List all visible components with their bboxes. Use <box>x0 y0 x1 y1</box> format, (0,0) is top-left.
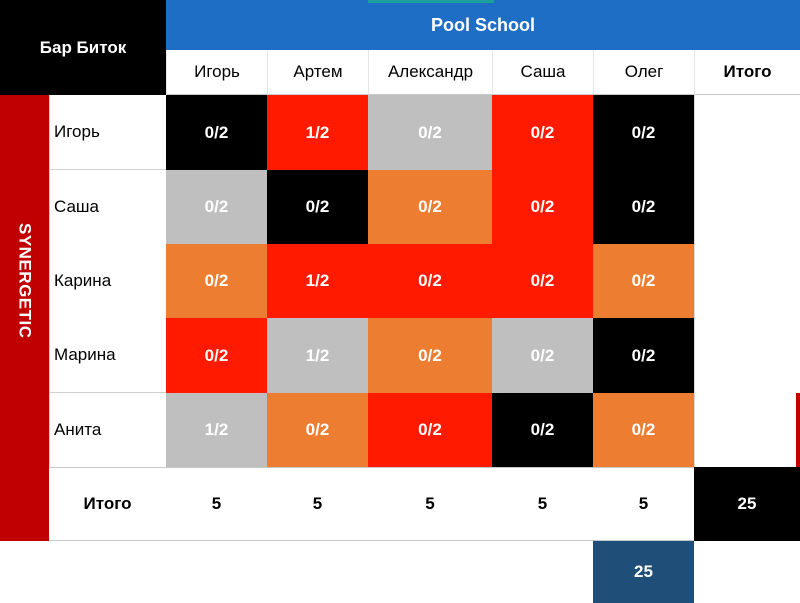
total-column-header: Итого <box>694 50 800 95</box>
score-cell: 1/2 <box>267 244 368 318</box>
column-total-0: 5 <box>166 467 267 541</box>
column-total-1: 5 <box>267 467 368 541</box>
column-total-3: 5 <box>492 467 593 541</box>
row-label-2: Карина <box>49 244 166 319</box>
column-header-3: Саша <box>492 50 593 95</box>
column-total-2: 5 <box>368 467 492 541</box>
score-cell: 0/2 <box>267 170 368 244</box>
score-cell: 0/2 <box>368 318 492 393</box>
header-accent-strip <box>368 0 494 3</box>
row-label-3: Марина <box>49 318 166 393</box>
score-cell: 0/2 <box>166 318 267 393</box>
score-cell: 0/2 <box>492 318 593 393</box>
score-cell: 0/2 <box>267 393 368 467</box>
grand-total: 25 <box>694 467 800 541</box>
score-cell: 0/2 <box>492 244 593 318</box>
row-totals-column <box>694 95 800 467</box>
column-header-2: Александр <box>368 50 492 95</box>
score-cell: 0/2 <box>492 95 593 170</box>
score-cell: 0/2 <box>492 393 593 467</box>
score-cell: 0/2 <box>368 95 492 170</box>
score-cell: 1/2 <box>267 95 368 170</box>
right-edge-marker <box>796 393 800 467</box>
score-cell: 0/2 <box>166 244 267 318</box>
row-label-1: Саша <box>49 170 166 245</box>
top-team-header: Pool School <box>166 0 800 50</box>
column-total-4: 5 <box>593 467 694 541</box>
score-cell: 0/2 <box>368 393 492 467</box>
score-cell: 0/2 <box>593 393 694 467</box>
score-cell: 0/2 <box>593 95 694 170</box>
score-cell: 0/2 <box>593 244 694 318</box>
venue-title: Бар Биток <box>0 0 166 95</box>
score-cell: 1/2 <box>267 318 368 393</box>
totals-row-label: Итого <box>49 467 166 541</box>
score-cell: 0/2 <box>593 170 694 244</box>
column-header-1: Артем <box>267 50 368 95</box>
score-cell: 0/2 <box>368 170 492 244</box>
column-header-0: Игорь <box>166 50 267 95</box>
score-cell: 0/2 <box>492 170 593 244</box>
score-cell: 0/2 <box>593 318 694 393</box>
sub-total: 25 <box>593 541 694 603</box>
score-cell: 1/2 <box>166 393 267 467</box>
row-label-0: Игорь <box>49 95 166 170</box>
score-cell: 0/2 <box>166 95 267 170</box>
column-header-4: Олег <box>593 50 694 95</box>
row-label-4: Анита <box>49 393 166 468</box>
score-cell: 0/2 <box>368 244 492 318</box>
score-cell: 0/2 <box>166 170 267 244</box>
side-team-label: SYNERGETIC <box>0 95 49 467</box>
side-team-footer <box>0 467 49 541</box>
